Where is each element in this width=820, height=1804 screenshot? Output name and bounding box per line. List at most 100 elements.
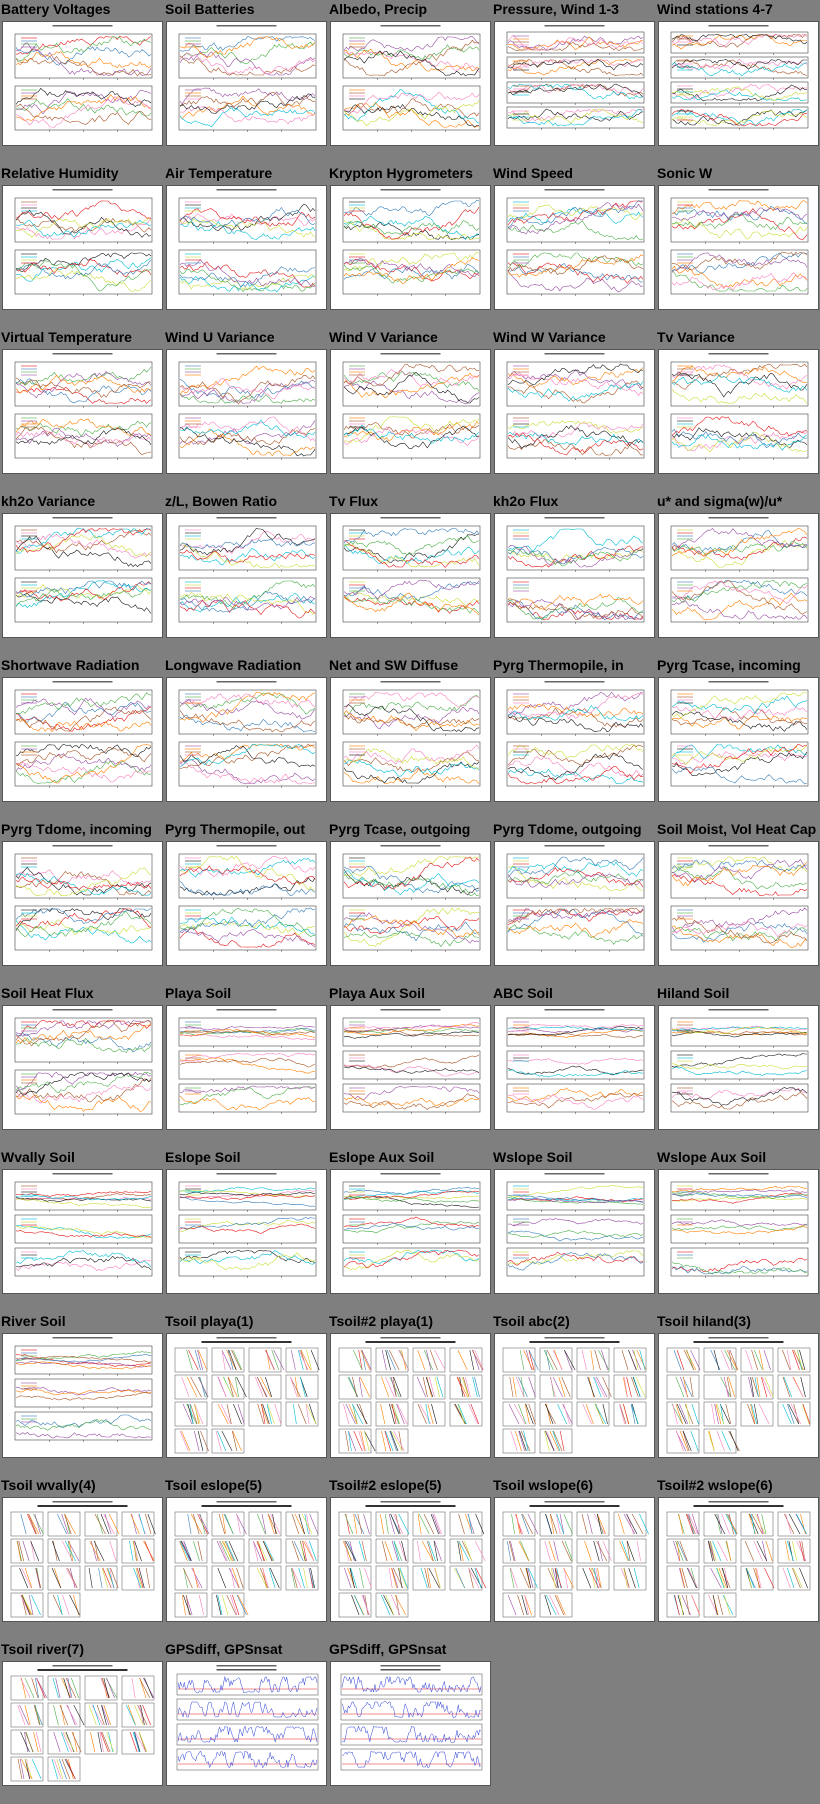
plot-title: kh2o Flux [493,493,559,509]
plot-thumbnail[interactable] [330,1169,491,1294]
plot-title: Playa Soil [165,985,232,1001]
plot-cell: Playa Aux Soil [328,984,492,1148]
plot-title: Tsoil#2 wslope(6) [657,1477,773,1493]
plot-title: Relative Humidity [1,165,119,181]
plot-image [506,353,645,460]
plot-thumbnail[interactable] [658,1005,819,1130]
plot-thumbnail[interactable] [2,513,163,638]
plot-thumbnail[interactable] [658,1497,819,1622]
plot-cell: Wind stations 4-7 [656,0,820,164]
plot-image [342,1009,481,1114]
plot-thumbnail[interactable] [330,1333,491,1458]
plot-image [178,25,317,132]
plot-thumbnail[interactable] [166,185,327,310]
plot-cell: Pyrg Tdome, incoming [0,820,164,984]
plot-thumbnail[interactable] [494,185,655,310]
plot-cell: Tv Flux [328,492,492,656]
plot-thumbnail[interactable] [166,1333,327,1458]
plot-thumbnail[interactable] [330,841,491,966]
plot-title: Pyrg Thermopile, out [165,821,306,837]
plot-image [342,845,481,952]
plot-title: Soil Batteries [165,1,255,17]
plot-title: Tsoil#2 playa(1) [329,1313,434,1329]
plot-cell: Albedo, Precip [328,0,492,164]
plot-thumbnail[interactable] [658,349,819,474]
plot-thumbnail[interactable] [494,1005,655,1130]
plot-cell: Air Temperature [164,164,328,328]
plot-thumbnail[interactable] [2,185,163,310]
plot-thumbnail[interactable] [166,841,327,966]
plot-thumbnail[interactable] [2,1169,163,1294]
plot-thumbnail[interactable] [2,677,163,802]
plot-cell: Tsoil#2 eslope(5) [328,1476,492,1640]
plot-thumbnail[interactable] [658,1333,819,1458]
plot-title: Wind Speed [493,165,573,181]
plot-thumbnail[interactable] [658,513,819,638]
plot-thumbnail[interactable] [658,185,819,310]
plot-title: Air Temperature [165,165,273,181]
plot-cell: Virtual Temperature [0,328,164,492]
plot-thumbnail[interactable] [166,21,327,146]
plot-thumbnail[interactable] [2,1661,163,1786]
plot-image [14,353,153,460]
plot-thumbnail[interactable] [330,1497,491,1622]
plot-image [670,353,809,460]
plot-thumbnail[interactable] [330,185,491,310]
plot-thumbnail[interactable] [330,513,491,638]
plot-thumbnail[interactable] [494,677,655,802]
plot-title: Wslope Soil [493,1149,573,1165]
plot-image [10,1501,156,1618]
plot-thumbnail[interactable] [330,1661,491,1786]
plot-thumbnail[interactable] [2,349,163,474]
plot-thumbnail[interactable] [658,841,819,966]
plot-thumbnail[interactable] [494,1169,655,1294]
plot-title: Soil Moist, Vol Heat Cap [657,821,817,837]
plot-title: Wind W Variance [493,329,606,345]
plot-cell: Eslope Aux Soil [328,1148,492,1312]
plot-thumbnail[interactable] [494,513,655,638]
plot-thumbnail[interactable] [330,349,491,474]
plot-cell: Eslope Soil [164,1148,328,1312]
plot-cell: Wind V Variance [328,328,492,492]
plot-cell: Pressure, Wind 1-3 [492,0,656,164]
plot-image [506,189,645,296]
plot-image [178,681,317,788]
plot-cell: Wind W Variance [492,328,656,492]
plot-thumbnail[interactable] [658,677,819,802]
plot-thumbnail[interactable] [2,1333,163,1458]
plot-thumbnail[interactable] [2,841,163,966]
plot-image [502,1501,649,1618]
plot-thumbnail[interactable] [2,1497,163,1622]
plot-image [14,1009,153,1116]
plot-cell: Wind Speed [492,164,656,328]
plot-cell: Tsoil river(7) [0,1640,164,1804]
plot-thumbnail[interactable] [494,841,655,966]
plot-thumbnail[interactable] [166,1169,327,1294]
plot-thumbnail[interactable] [166,677,327,802]
plot-cell: Pyrg Tcase, incoming [656,656,820,820]
plot-thumbnail[interactable] [658,1169,819,1294]
plot-thumbnail[interactable] [166,1005,327,1130]
plot-title: z/L, Bowen Ratio [165,493,277,509]
plot-thumbnail[interactable] [2,21,163,146]
plot-thumbnail[interactable] [494,1333,655,1458]
plot-thumbnail[interactable] [166,1661,327,1786]
plot-thumbnail[interactable] [166,349,327,474]
plot-cell: Longwave Radiation [164,656,328,820]
plot-thumbnail[interactable] [330,1005,491,1130]
plot-thumbnail[interactable] [494,1497,655,1622]
plot-thumbnail[interactable] [2,1005,163,1130]
plot-thumbnail[interactable] [330,677,491,802]
plot-thumbnail[interactable] [166,1497,327,1622]
plot-thumbnail[interactable] [494,21,655,146]
plot-thumbnail[interactable] [330,21,491,146]
plot-thumbnail[interactable] [658,21,819,146]
plot-thumbnail[interactable] [166,513,327,638]
plot-title: Pyrg Tdome, incoming [1,821,152,837]
plot-cell: Soil Batteries [164,0,328,164]
plot-image [340,1665,483,1771]
plot-cell: Soil Moist, Vol Heat Cap [656,820,820,984]
plot-thumbnail[interactable] [494,349,655,474]
plot-title: Net and SW Diffuse [329,657,459,673]
plot-title: Tsoil#2 eslope(5) [329,1477,442,1493]
